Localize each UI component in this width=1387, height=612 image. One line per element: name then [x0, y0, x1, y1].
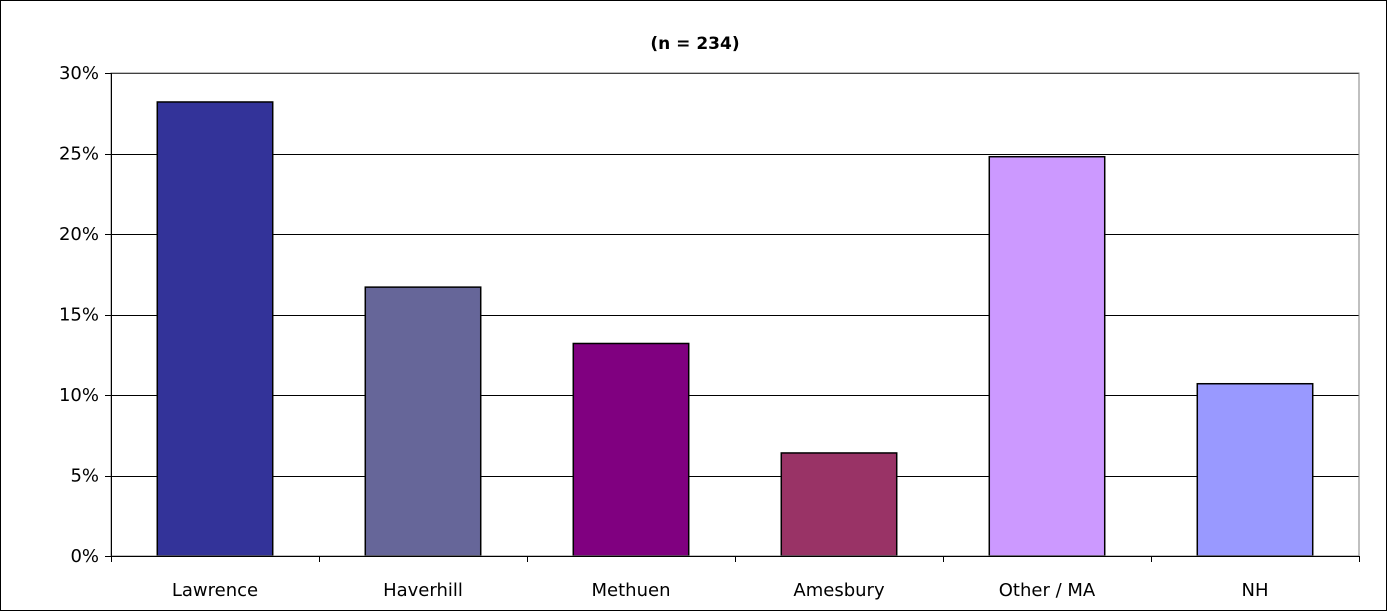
y-tick-label: 25% — [59, 144, 99, 165]
bar-other-ma — [988, 155, 1106, 557]
x-tick-label-other-ma: Other / MA — [999, 580, 1096, 601]
x-tick-label-lawrence: Lawrence — [172, 580, 258, 601]
bar-amesbury — [780, 452, 898, 557]
x-tick-label-haverhill: Haverhill — [383, 580, 463, 601]
axes — [105, 72, 1360, 562]
plot-area — [110, 72, 1360, 557]
bar-lawrence — [156, 101, 274, 557]
y-tick-label: 30% — [59, 63, 99, 84]
x-tick-label-nh: NH — [1242, 580, 1269, 601]
x-tick-label-methuen: Methuen — [592, 580, 671, 601]
y-tick-label: 5% — [70, 466, 99, 487]
gridlines — [111, 73, 1359, 477]
chart-title: (n = 234) — [650, 34, 739, 54]
x-tick-labels: Lawrence Haverhill Methuen Amesbury Other / … — [172, 580, 1269, 601]
bar-haverhill — [364, 286, 482, 557]
y-tick-label: 0% — [70, 546, 99, 567]
bar-methuen — [572, 342, 690, 557]
y-tick-label: 10% — [59, 385, 99, 406]
bar-nh — [1196, 382, 1314, 557]
y-tick-label: 15% — [59, 305, 99, 326]
y-tick-label: 20% — [59, 224, 99, 245]
x-tick-label-amesbury: Amesbury — [793, 580, 885, 601]
y-tick-labels: 0% 5% 10% 15% 20% 25% 30% — [59, 63, 99, 567]
bars — [156, 101, 1314, 557]
